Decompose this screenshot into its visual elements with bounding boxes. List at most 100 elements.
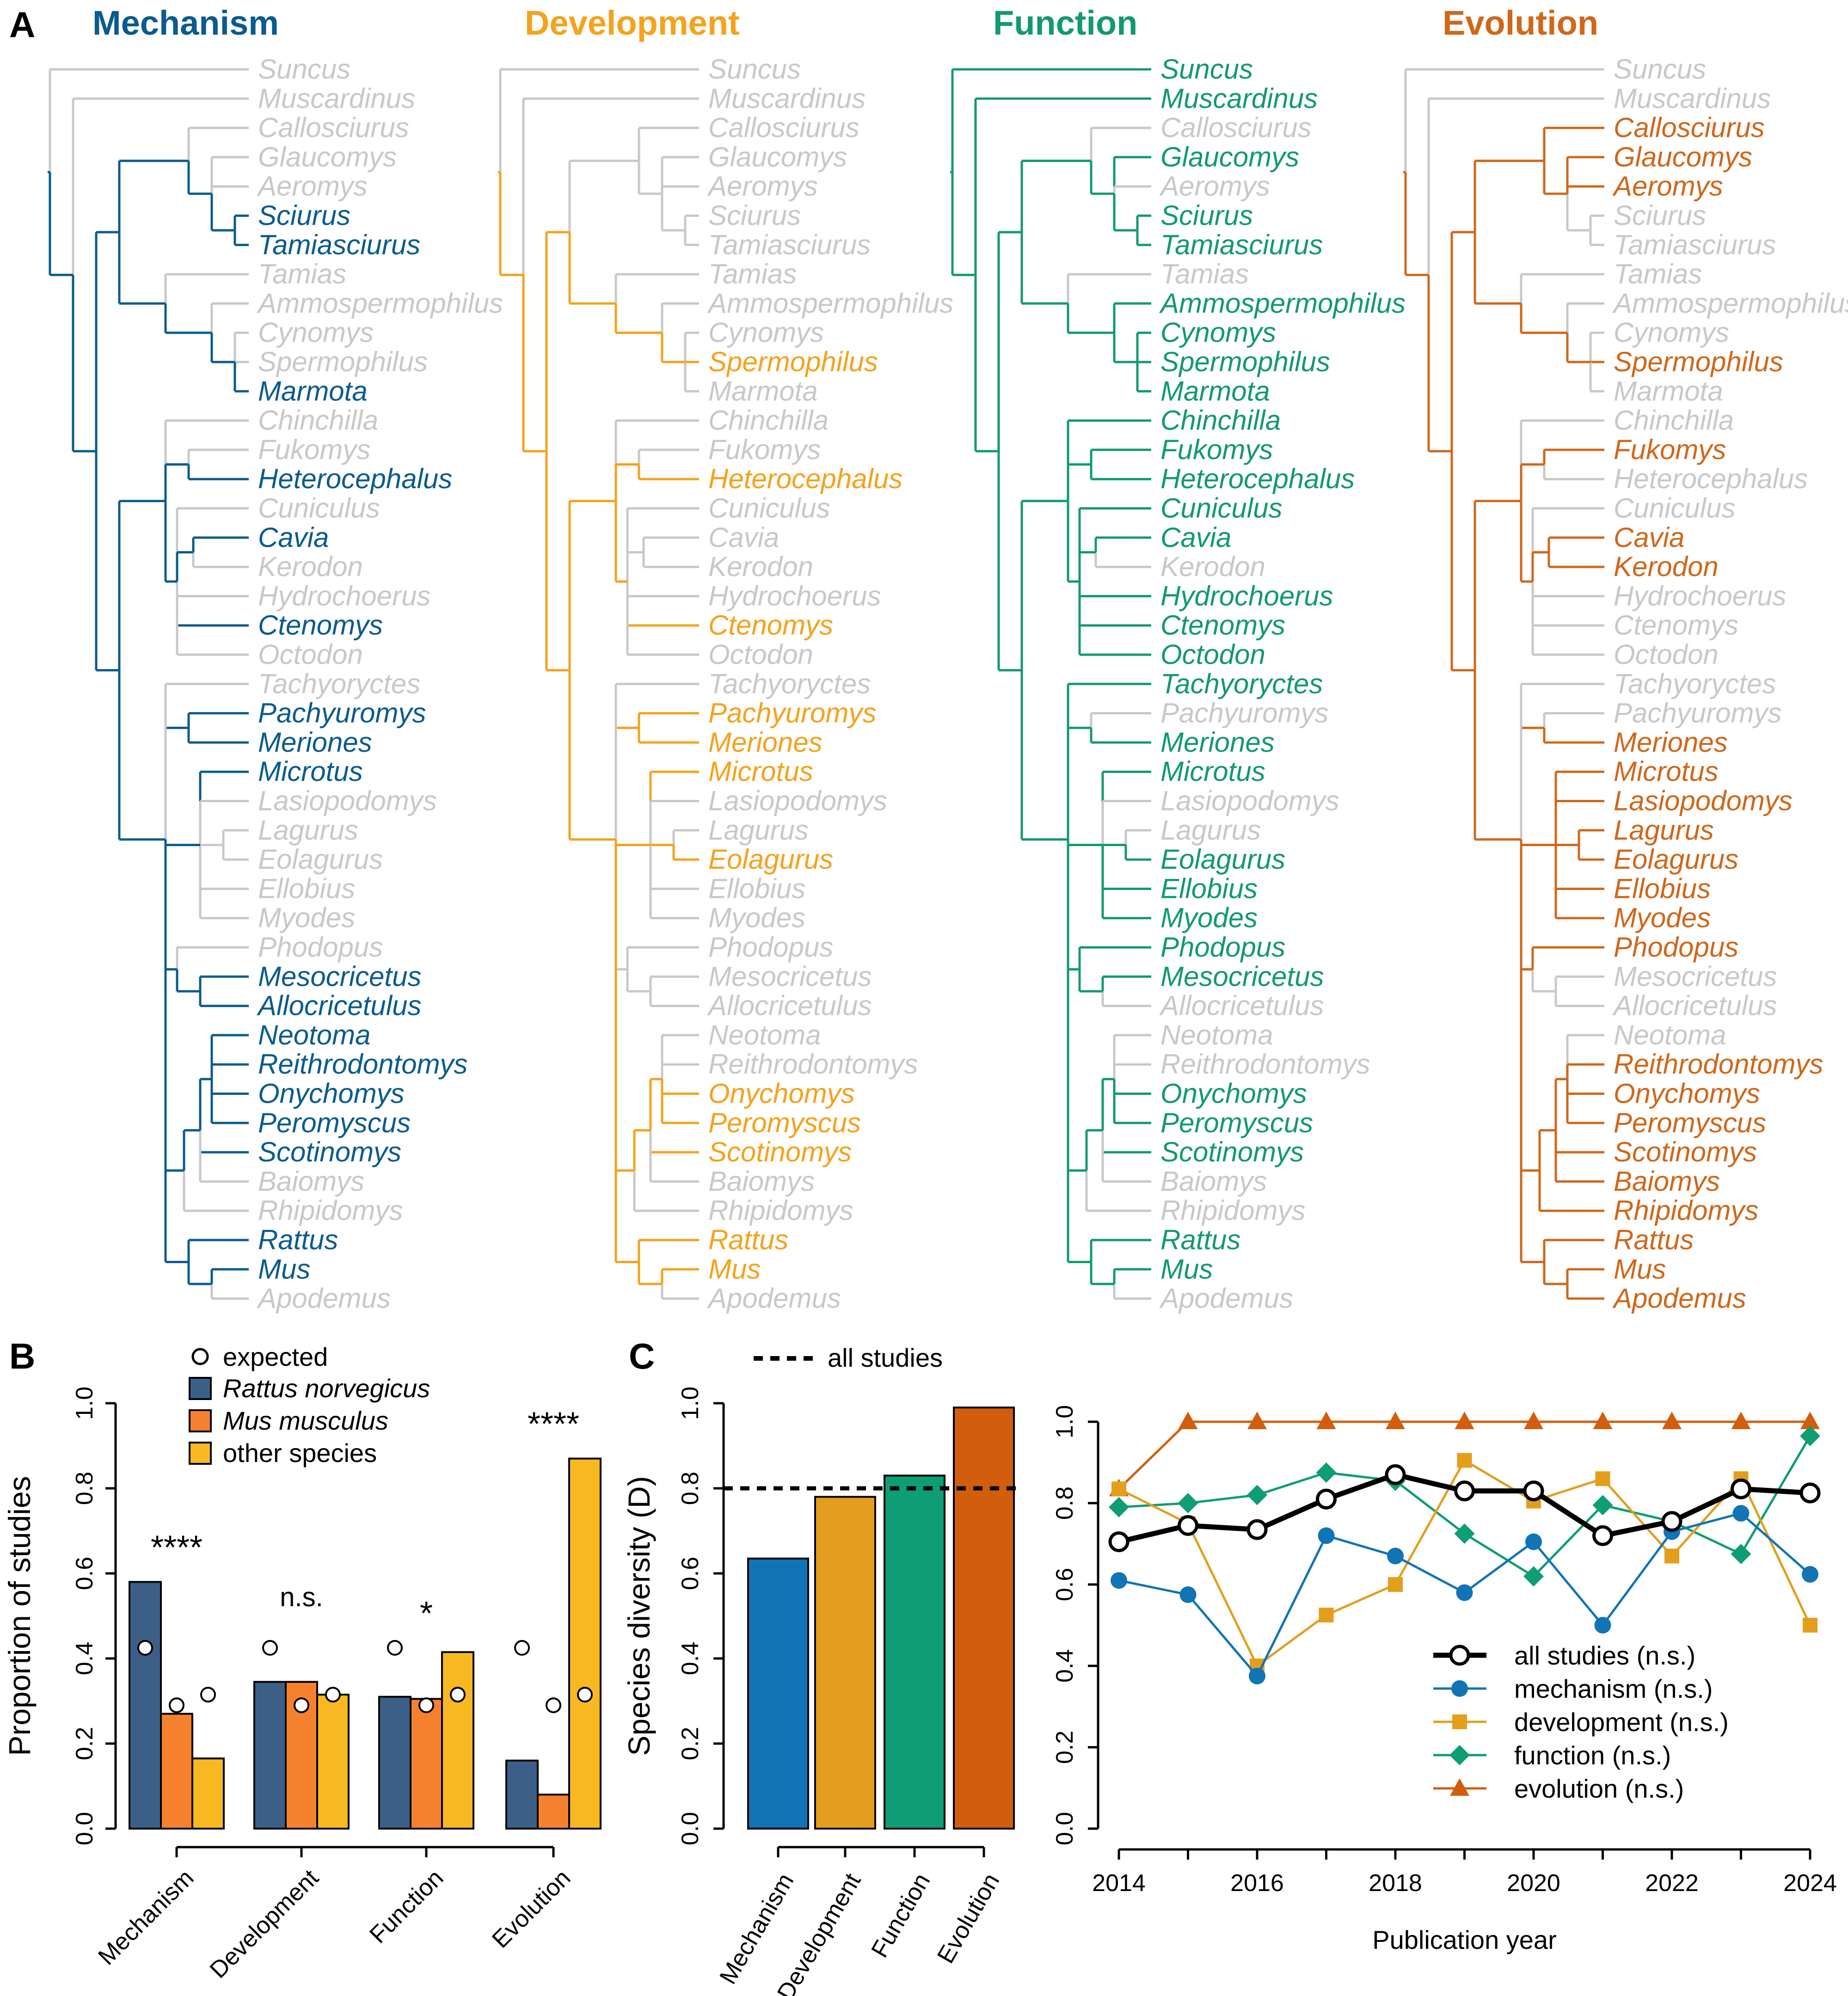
tip-label-ctenomys: Ctenomys (1160, 610, 1285, 641)
tip-label-pachyuromys: Pachyuromys (708, 698, 876, 729)
x-axis-title: Publication year (1372, 1925, 1556, 1954)
y-tick-label: 0.2 (677, 1727, 704, 1760)
expected-marker (577, 1687, 593, 1703)
y-tick-label: 1.0 (71, 1387, 98, 1420)
panel-b-label: B (9, 1336, 35, 1376)
tip-label-microtus: Microtus (708, 756, 813, 787)
bar-mechanism-1 (160, 1713, 193, 1830)
series-4-point (1386, 1412, 1405, 1429)
series-1-point (1525, 1533, 1542, 1550)
tip-label-suncus: Suncus (1614, 54, 1706, 85)
legend-label-0: all studies (n.s.) (1514, 1641, 1695, 1670)
tip-label-microtus: Microtus (258, 756, 363, 787)
series-0-point (1731, 1478, 1751, 1499)
tip-label-baiomys: Baiomys (708, 1166, 815, 1197)
legend-marker-2 (1452, 1714, 1467, 1729)
tip-label-ellobius: Ellobius (1614, 873, 1711, 904)
series-1-point (1594, 1617, 1611, 1634)
expected-marker (450, 1687, 466, 1703)
series-3-point (1731, 1544, 1751, 1564)
y-tick-label: 0.8 (71, 1472, 98, 1505)
series-0-point (1661, 1511, 1682, 1532)
expected-marker (169, 1697, 184, 1713)
tip-label-cuniculus: Cuniculus (1614, 493, 1735, 524)
series-4-point (1731, 1412, 1751, 1429)
tip-label-glaucomys: Glaucomys (258, 141, 397, 172)
tip-label-callosciurus: Callosciurus (258, 112, 409, 143)
tip-label-fukomys: Fukomys (1160, 434, 1273, 465)
tip-label-phodopus: Phodopus (1614, 932, 1738, 963)
tip-label-ctenomys: Ctenomys (258, 610, 383, 641)
tip-label-octodon: Octodon (258, 639, 363, 670)
legend-label-4: evolution (n.s.) (1514, 1774, 1684, 1803)
series-2-point (1595, 1471, 1610, 1486)
panel-b-legend: expected Rattus norvegicus Mus musculus … (189, 1342, 430, 1468)
y-tick-label: 0.6 (677, 1557, 704, 1590)
tip-label-allocricetulus: Allocricetulus (257, 990, 421, 1021)
x-tick-label-development: Development (205, 1864, 324, 1984)
legend-rattus-label: Rattus norvegicus (223, 1374, 430, 1403)
expected-marker (137, 1640, 153, 1656)
tip-label-reithrodontomys: Reithrodontomys (258, 1049, 468, 1080)
series-0-point (1316, 1488, 1337, 1510)
tip-label-onychomys: Onychomys (708, 1078, 855, 1109)
series-1-point (1802, 1566, 1818, 1583)
y-tick-label: 1.0 (1051, 1405, 1078, 1438)
tip-label-suncus: Suncus (708, 54, 801, 85)
series-4-point (1316, 1412, 1336, 1429)
tip-label-scotinomys: Scotinomys (1614, 1136, 1757, 1167)
legend-marker-0 (1449, 1645, 1470, 1666)
expected-marker (387, 1640, 403, 1656)
x-tick-label: 2020 (1507, 1870, 1560, 1897)
series-4-point (1524, 1412, 1543, 1429)
tip-label-octodon: Octodon (708, 639, 813, 670)
series-0-point (1523, 1480, 1544, 1502)
series-2-point (1664, 1548, 1679, 1564)
tip-label-sciurus: Sciurus (1160, 200, 1253, 231)
tip-label-pachyuromys: Pachyuromys (258, 698, 426, 729)
tip-label-eolagurus: Eolagurus (708, 844, 833, 875)
bar-function-2 (441, 1651, 474, 1830)
legend-all-label: all studies (828, 1343, 943, 1372)
tip-label-scotinomys: Scotinomys (1160, 1136, 1304, 1167)
tip-label-rattus: Rattus (258, 1224, 338, 1255)
tip-label-aeromys: Aeromys (1159, 171, 1270, 202)
tip-label-tamias: Tamias (1614, 258, 1702, 289)
bar-evolution-1 (537, 1793, 570, 1830)
tip-label-octodon: Octodon (1614, 639, 1719, 670)
y-axis-title: Species diversity (D) (622, 1476, 656, 1756)
y-tick-label: 0.6 (71, 1557, 98, 1590)
tip-label-lagurus: Lagurus (1160, 815, 1261, 846)
legend-expected-label: expected (223, 1342, 328, 1371)
series-2-point (1319, 1608, 1334, 1622)
y-tick-label: 1.0 (677, 1387, 704, 1420)
tip-label-apodemus: Apodemus (1612, 1283, 1746, 1314)
tip-label-rattus: Rattus (1614, 1224, 1694, 1255)
series-3-point (1454, 1523, 1475, 1544)
tip-label-lasiopodomys: Lasiopodomys (258, 786, 437, 817)
tip-label-tamiasciurus: Tamiasciurus (1614, 229, 1776, 260)
tip-label-marmota: Marmota (258, 375, 368, 406)
tip-label-phodopus: Phodopus (708, 932, 833, 963)
tip-label-baiomys: Baiomys (1160, 1166, 1267, 1197)
tip-label-kerodon: Kerodon (708, 551, 813, 582)
panel-c-label: C (629, 1336, 655, 1376)
tip-label-fukomys: Fukomys (258, 434, 370, 465)
tip-label-chinchilla: Chinchilla (258, 405, 378, 436)
tip-label-tamias: Tamias (258, 258, 346, 289)
tip-label-mesocricetus: Mesocricetus (708, 961, 872, 992)
tip-label-rhipidomys: Rhipidomys (258, 1195, 403, 1226)
tip-label-apodemus: Apodemus (707, 1283, 841, 1314)
expected-marker (200, 1687, 216, 1703)
tip-label-glaucomys: Glaucomys (1160, 141, 1299, 172)
series-3-point (1592, 1495, 1613, 1516)
tip-label-ammospermophilus: Ammospermophilus (257, 288, 503, 319)
tip-label-muscardinus: Muscardinus (708, 83, 866, 114)
tip-label-spermophilus: Spermophilus (708, 346, 878, 377)
tip-label-heterocephalus: Heterocephalus (708, 463, 903, 494)
legend-label-2: development (n.s.) (1514, 1707, 1729, 1737)
panel-c-legend-all: all studies (754, 1343, 943, 1372)
tip-label-myodes: Myodes (258, 903, 355, 934)
significance-label: **** (528, 1406, 579, 1443)
tip-label-spermophilus: Spermophilus (258, 346, 428, 377)
